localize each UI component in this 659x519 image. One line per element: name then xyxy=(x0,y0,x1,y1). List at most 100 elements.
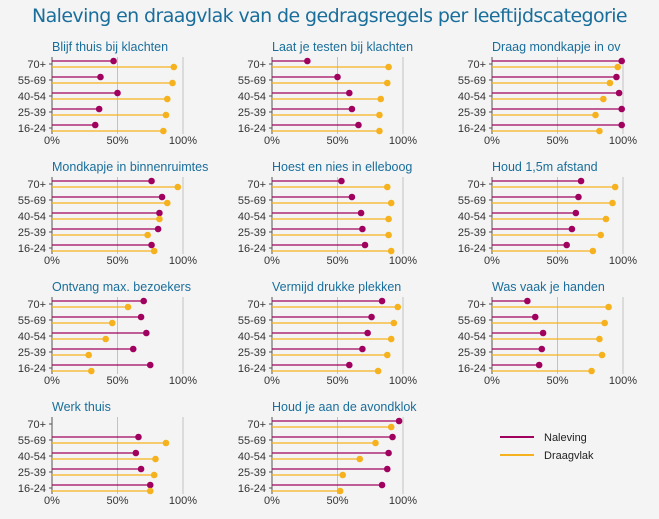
category-label: 25-39 xyxy=(238,107,266,119)
naleving-point xyxy=(531,313,539,321)
category-label: 55-69 xyxy=(18,315,46,327)
panel-title: Ontvang max. bezoekers xyxy=(52,280,191,294)
category-label: 70+ xyxy=(27,179,46,191)
draagvlak-point xyxy=(160,127,167,135)
category-label: 55-69 xyxy=(458,195,486,207)
panel-title: Hoest en nies in elleboog xyxy=(272,160,412,174)
x-tick-label: 100% xyxy=(389,135,417,147)
category-label: 70+ xyxy=(27,59,46,71)
draagvlak-point xyxy=(383,351,391,359)
naleving-point xyxy=(383,465,391,473)
x-tick-label: 50% xyxy=(546,135,568,147)
naleving-point xyxy=(361,241,369,249)
x-tick-label: 0% xyxy=(264,495,280,507)
x-tick-label: 50% xyxy=(106,495,128,507)
x-tick-label: 0% xyxy=(264,375,280,387)
naleving-point xyxy=(535,361,543,369)
naleving-point xyxy=(395,417,403,425)
category-label: 40-54 xyxy=(18,451,46,463)
naleving-point xyxy=(304,57,311,65)
category-label: 70+ xyxy=(467,59,486,71)
category-label: 70+ xyxy=(247,419,266,431)
x-tick-label: 100% xyxy=(609,135,637,147)
naleving-point xyxy=(572,209,580,217)
panel-title: Laat je testen bij klachten xyxy=(272,40,413,54)
naleving-point xyxy=(539,329,547,337)
panel-title: Houd je aan de avondklok xyxy=(272,400,417,414)
naleving-point xyxy=(143,329,150,337)
category-label: 70+ xyxy=(27,299,46,311)
x-tick-label: 0% xyxy=(264,255,280,267)
category-label: 70+ xyxy=(467,299,486,311)
category-label: 16-24 xyxy=(18,363,46,375)
category-label: 16-24 xyxy=(18,243,46,255)
naleving-point xyxy=(137,313,145,321)
draagvlak-point xyxy=(383,79,391,87)
draagvlak-point xyxy=(611,183,619,191)
draagvlak-point xyxy=(85,351,92,359)
x-tick-label: 50% xyxy=(546,375,568,387)
category-label: 55-69 xyxy=(238,195,266,207)
x-tick-label: 0% xyxy=(484,135,500,147)
naleving-point xyxy=(345,89,353,97)
draagvlak-point xyxy=(589,247,597,255)
x-tick-label: 100% xyxy=(609,255,637,267)
draagvlak-point xyxy=(336,487,344,495)
category-label: 16-24 xyxy=(458,363,486,375)
x-tick-label: 50% xyxy=(326,255,348,267)
x-tick-label: 0% xyxy=(44,135,60,147)
draagvlak-point xyxy=(383,183,391,191)
category-label: 55-69 xyxy=(458,315,486,327)
naleving-point xyxy=(110,57,117,65)
panel-title: Was vaak je handen xyxy=(492,280,605,294)
naleving-point xyxy=(148,241,155,249)
draagvlak-point xyxy=(596,335,603,343)
draagvlak-point xyxy=(374,367,382,375)
naleving-point xyxy=(538,345,546,353)
category-label: 25-39 xyxy=(18,467,46,479)
naleving-point xyxy=(378,297,386,305)
x-tick-label: 100% xyxy=(389,495,417,507)
category-label: 25-39 xyxy=(238,347,266,359)
draagvlak-point xyxy=(169,79,176,87)
naleving-point xyxy=(140,297,147,305)
naleving-point xyxy=(368,313,375,321)
x-tick-label: 100% xyxy=(169,135,197,147)
category-label: 40-54 xyxy=(458,91,486,103)
x-tick-label: 50% xyxy=(326,375,348,387)
naleving-point xyxy=(348,105,356,113)
category-label: 70+ xyxy=(247,179,266,191)
x-tick-label: 50% xyxy=(546,255,568,267)
category-label: 40-54 xyxy=(18,91,46,103)
category-label: 40-54 xyxy=(238,331,266,343)
draagvlak-point xyxy=(170,63,178,71)
draagvlak-point xyxy=(377,95,385,103)
naleving-point xyxy=(135,433,142,441)
x-tick-label: 0% xyxy=(484,255,500,267)
category-label: 25-39 xyxy=(238,227,266,239)
category-label: 16-24 xyxy=(458,123,486,135)
draagvlak-point xyxy=(394,303,402,311)
draagvlak-point xyxy=(124,303,132,311)
category-label: 40-54 xyxy=(238,91,266,103)
draagvlak-point xyxy=(614,63,622,71)
draagvlak-point xyxy=(601,319,608,327)
category-label: 40-54 xyxy=(458,211,486,223)
naleving-point xyxy=(613,73,620,81)
draagvlak-point xyxy=(162,439,170,447)
category-label: 16-24 xyxy=(238,243,266,255)
draagvlak-point xyxy=(376,127,383,135)
category-label: 25-39 xyxy=(18,227,46,239)
naleving-point xyxy=(95,105,103,113)
naleving-point xyxy=(355,121,362,129)
category-label: 16-24 xyxy=(18,123,46,135)
category-label: 25-39 xyxy=(18,107,46,119)
category-label: 55-69 xyxy=(238,435,266,447)
category-label: 25-39 xyxy=(458,227,486,239)
draagvlak-point xyxy=(600,95,607,103)
draagvlak-point xyxy=(163,95,171,103)
naleving-point xyxy=(91,121,99,129)
naleving-point xyxy=(345,361,353,369)
naleving-point xyxy=(114,89,121,97)
category-label: 70+ xyxy=(27,419,46,431)
